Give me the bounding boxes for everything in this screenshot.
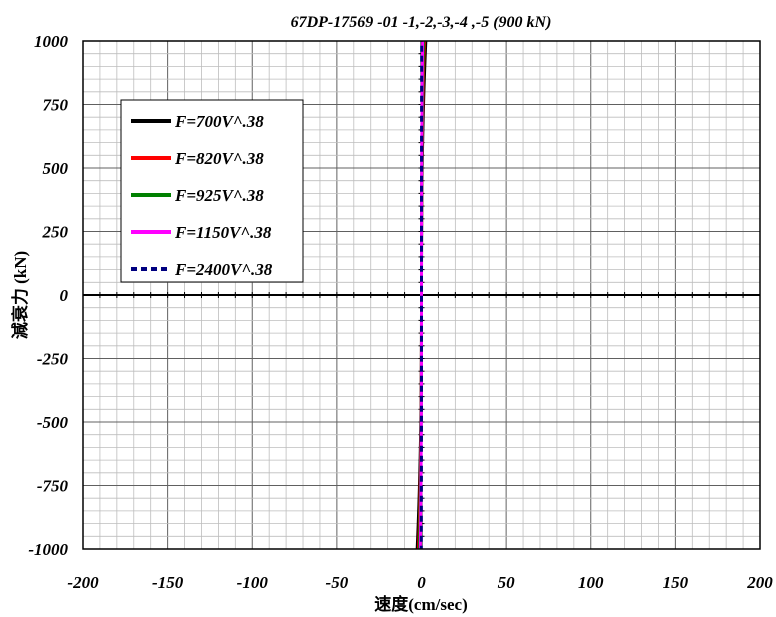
y-tick-label: 0 [60, 286, 69, 305]
x-tick-label: -200 [67, 573, 99, 592]
series-line-4 [418, 41, 425, 549]
legend-label: F=820V^.38 [174, 149, 264, 168]
x-tick-label: 50 [498, 573, 516, 592]
x-tick-label: 150 [663, 573, 689, 592]
legend-label: F=925V^.38 [174, 186, 264, 205]
legend-label: F=700V^.38 [174, 112, 264, 131]
x-tick-label: -50 [326, 573, 349, 592]
x-tick-label: 0 [417, 573, 426, 592]
legend-box [120, 99, 304, 283]
y-tick-label: -750 [37, 477, 69, 496]
chart-title: 67DP-17569 -01 -1,-2,-3,-4 ,-5 (900 kN) [291, 14, 552, 31]
y-tick-label: 500 [43, 159, 69, 178]
legend-label: F=2400V^.38 [174, 260, 273, 279]
y-tick-label: -250 [37, 350, 69, 369]
series-layer [415, 41, 428, 549]
x-tick-label: -100 [237, 573, 269, 592]
legend: F=700V^.38 F=820V^.38 F=925V^.38 F=1150V^.3… [120, 99, 304, 283]
y-tick-label: -500 [37, 413, 69, 432]
y-tick-label: 1000 [34, 32, 69, 51]
legend-label: F=1150V^.38 [174, 223, 272, 242]
x-tick-label: 100 [578, 573, 604, 592]
x-tick-labels: -200 -150 -100 -50 0 50 100 150 200 [67, 573, 773, 592]
y-tick-label: 250 [42, 223, 69, 242]
y-tick-labels: 1000 750 500 250 0 -250 -500 -750 -1000 [28, 32, 68, 559]
y-tick-label: -1000 [28, 540, 68, 559]
y-axis-label: 減衰力 (kN) [10, 251, 30, 339]
y-tick-label: 750 [43, 96, 69, 115]
x-tick-label: -150 [152, 573, 184, 592]
x-axis-label: 速度(cm/sec) [374, 594, 467, 614]
x-tick-label: 200 [746, 573, 773, 592]
plot-frame [82, 40, 761, 550]
